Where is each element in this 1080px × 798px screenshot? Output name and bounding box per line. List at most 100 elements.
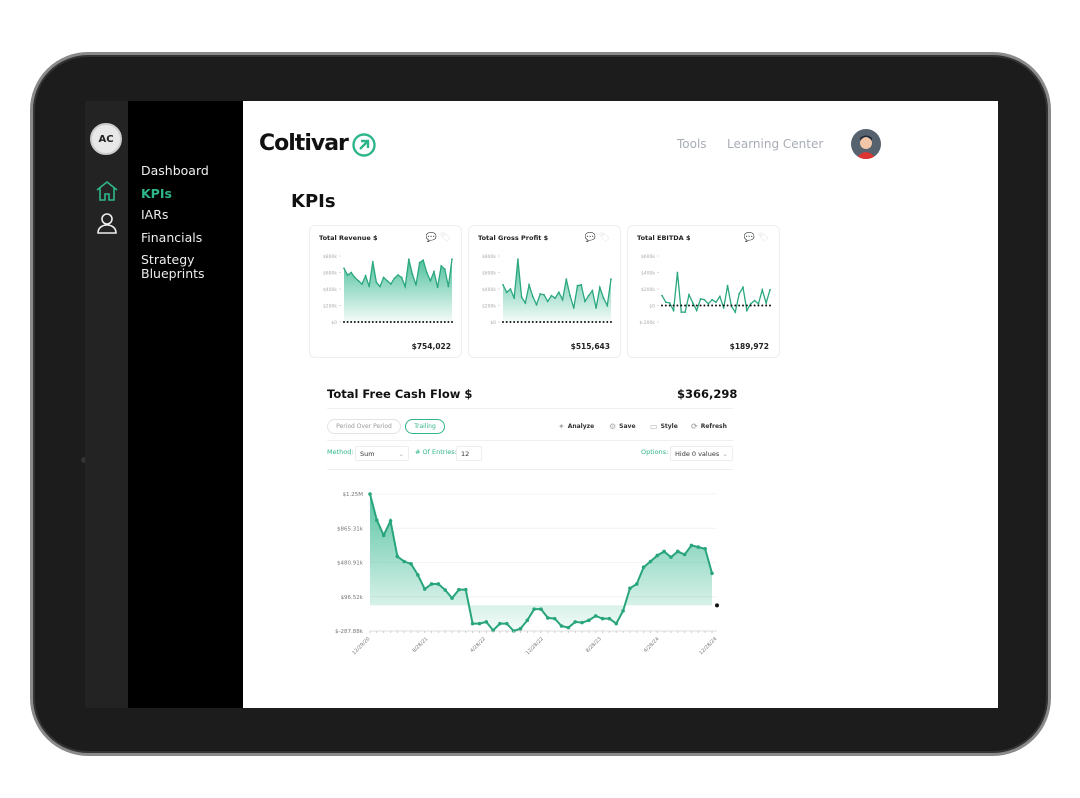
data-point [498,621,502,626]
data-point [655,553,660,558]
zero-point [400,321,403,323]
data-point [505,291,508,294]
user-avatar[interactable] [851,129,881,159]
tag-icon[interactable]: 🏷 [757,233,769,243]
zero-point [569,321,572,323]
zero-point [769,304,771,307]
data-point [343,267,345,270]
zero-point [425,321,428,323]
zero-point [718,304,721,307]
comment-icon[interactable]: 💬 [584,233,596,243]
home-icon[interactable] [95,179,119,203]
y-tick-label: $-287.88k [335,629,364,635]
y-tick-label: $96.52k [341,595,364,601]
data-point [696,545,701,549]
data-point [404,285,407,288]
data-point [524,302,527,304]
refresh-button[interactable]: ⟳ Refresh [691,422,727,431]
y-tick-label: $200k [482,304,496,310]
data-point [375,518,379,522]
kpi-card[interactable]: Total EBITDA $ 💬 🏷 $189,972 $600k $400k $20… [627,225,780,358]
data-point [595,307,598,309]
data-point [676,271,679,274]
zero-point [451,321,453,323]
sidebar-item-financials[interactable]: Financials [141,230,203,245]
tab-trailing[interactable]: Trailing [405,419,445,434]
method-select[interactable]: Sum ⌄ [355,446,409,461]
icon-rail: AC [85,101,128,708]
data-point [407,258,410,261]
kpi-card-title: Total Gross Profit $ [478,234,549,242]
y-tick-label: $600k [323,271,337,277]
data-point [368,285,371,288]
data-point [695,309,698,312]
zero-point [535,321,538,323]
style-button[interactable]: ▭ Style [650,422,678,431]
data-point [368,492,372,496]
data-point [353,276,356,279]
data-point [436,286,439,289]
nav-learning-center[interactable]: Learning Center [727,137,824,151]
area-fill [370,494,712,631]
zero-point [433,321,435,323]
sidebar-item-strategy-blueprints-2[interactable]: Blueprints [141,266,205,281]
nav-tools[interactable]: Tools [677,137,707,151]
sidebar-item-kpis[interactable]: KPIs [141,186,172,201]
zero-point [353,321,356,323]
data-point [682,552,687,557]
data-point [502,283,504,286]
data-point [395,554,400,559]
data-point [664,301,667,304]
data-point [610,278,612,280]
data-point [457,587,461,592]
y-tick-label: $-200k [639,320,655,326]
comment-icon[interactable]: 💬 [743,233,755,243]
zero-point [580,321,583,323]
sidebar-item-iars[interactable]: IARs [141,207,169,222]
user-icon[interactable] [95,211,119,235]
kpi-card[interactable]: Total Revenue $ 💬 🏷 $754,022 $800k $600k $4… [309,225,462,358]
y-tick-label: $400k [323,287,337,293]
zero-point [422,321,425,323]
data-point [361,283,363,285]
data-point [546,300,549,303]
data-point [463,587,468,592]
data-point [484,620,489,624]
sidebar-item-strategy-blueprints[interactable]: Strategy [141,252,195,267]
zero-point [598,321,601,323]
entries-input[interactable]: 12 [456,446,482,461]
data-point [397,274,399,276]
logo[interactable]: Coltivar [259,131,376,157]
tag-icon[interactable]: 🏷 [439,233,451,243]
data-point [715,301,717,304]
tag-icon[interactable]: 🏷 [598,233,610,243]
avatar[interactable]: AC [90,123,122,155]
zero-point [561,321,564,323]
tab-period-over-period[interactable]: Period Over Period [327,419,401,434]
data-point [662,549,666,554]
kpi-sparkline: $600k $400k $200k $0 $-200k [639,254,771,326]
options-select[interactable]: Hide 0 values ⌄ [670,446,733,461]
comment-icon[interactable]: 💬 [425,233,437,243]
data-point [389,283,392,285]
zero-point [691,304,694,307]
kpi-card[interactable]: Total Gross Profit $ 💬 🏷 $515,643 $800k $6… [468,225,621,358]
fcf-title: Total Free Cash Flow $ [327,387,473,401]
zero-point [436,321,439,323]
sidebar-item-dashboard[interactable]: Dashboard [141,163,209,178]
zero-point [357,321,360,323]
y-tick-label: $0 [649,304,655,310]
data-point [769,288,771,291]
zero-point [749,304,752,307]
sparkle-icon: ✦ [558,422,565,431]
zero-point [745,304,748,307]
brush-icon: ▭ [650,422,658,431]
area-fill [503,259,611,322]
data-point [393,277,396,280]
data-point [600,616,605,621]
y-tick-label: $600k [482,271,496,277]
save-button[interactable]: ⚙ Save [609,422,636,431]
x-tick-label: 4/28/22 [469,636,487,654]
analyze-button[interactable]: ✦ Analyze [558,422,595,431]
zero-point [668,304,671,307]
